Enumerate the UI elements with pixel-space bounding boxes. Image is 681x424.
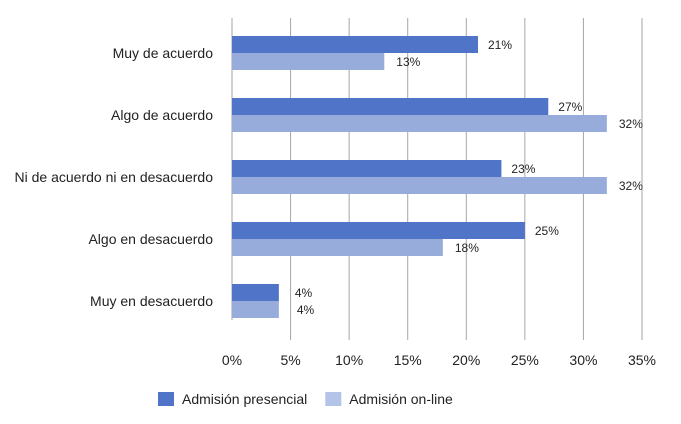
bars: 21% 13% 27% 32% 23% 32% 25% 18% 4% 4% [232, 36, 643, 318]
bar [232, 177, 607, 194]
bar [232, 222, 525, 239]
x-tick-label: 5% [280, 352, 300, 368]
x-tick-label: 0% [222, 352, 242, 368]
legend-swatch [325, 392, 342, 406]
legend-swatch [158, 392, 174, 406]
x-tick-label: 10% [335, 352, 363, 368]
legend-label: Admisión presencial [182, 391, 307, 407]
x-tick-label: 35% [628, 352, 656, 368]
bar [232, 284, 279, 301]
x-tick-label: 25% [511, 352, 539, 368]
bar [232, 36, 478, 53]
data-label: 4% [297, 303, 315, 317]
data-label: 21% [488, 38, 512, 52]
category-label: Ni de acuerdo ni en desacuerdo [15, 169, 214, 185]
data-label: 23% [511, 162, 535, 176]
x-tick-label: 15% [394, 352, 422, 368]
data-label: 27% [558, 100, 582, 114]
data-label: 32% [619, 179, 643, 193]
bar [232, 115, 607, 132]
category-labels: Muy de acuerdo Algo de acuerdo Ni de acuer… [15, 45, 214, 309]
bar [232, 98, 549, 115]
category-label: Muy en desacuerdo [90, 293, 213, 309]
legend-label: Admisión on-line [349, 391, 453, 407]
bar [232, 301, 279, 318]
data-label: 32% [619, 117, 643, 131]
data-label: 4% [295, 286, 313, 300]
x-tick-label: 30% [569, 352, 597, 368]
data-label: 25% [535, 224, 559, 238]
legend: Admisión presencial Admisión on-line [158, 391, 453, 407]
data-label: 18% [455, 241, 479, 255]
x-tick-labels: 0% 5% 10% 15% 20% 25% 30% 35% [222, 352, 656, 368]
category-label: Muy de acuerdo [113, 45, 214, 61]
category-label: Algo en desacuerdo [88, 231, 213, 247]
bar [232, 53, 385, 70]
bar [232, 239, 443, 256]
bar [232, 160, 502, 177]
category-label: Algo de acuerdo [111, 107, 213, 123]
x-tick-label: 20% [452, 352, 480, 368]
data-label: 13% [396, 55, 420, 69]
